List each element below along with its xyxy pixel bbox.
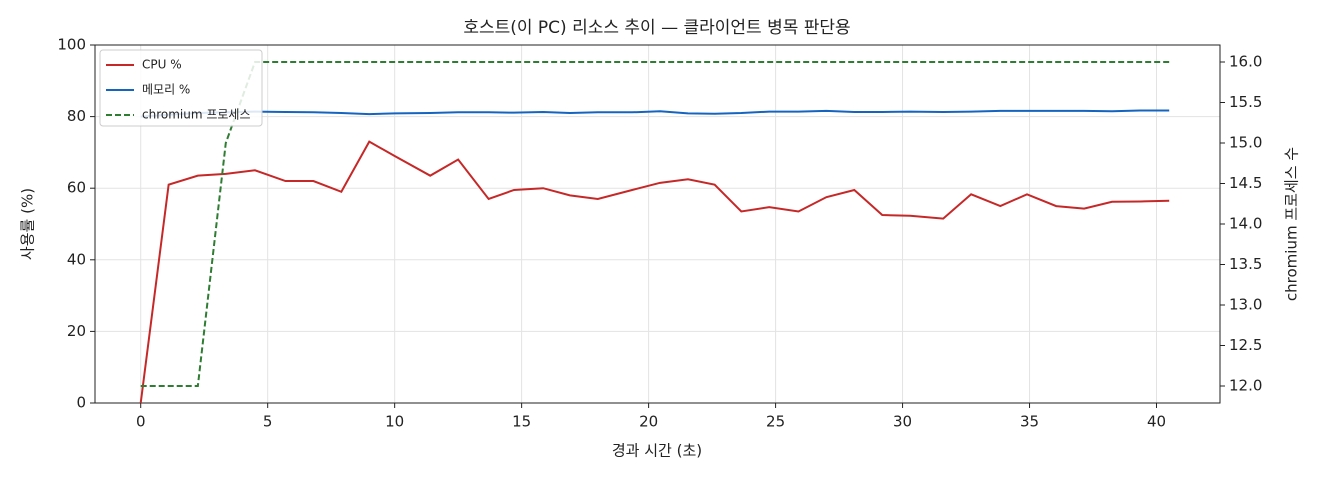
x-tick-label: 15 bbox=[512, 413, 531, 431]
y-tick-label: 100 bbox=[57, 36, 86, 54]
x-tick-label: 40 bbox=[1147, 413, 1166, 431]
y2-tick-label: 15.0 bbox=[1229, 134, 1262, 152]
data-line bbox=[139, 140, 1170, 404]
data-line bbox=[140, 61, 1170, 387]
y2-tick-label: 13.5 bbox=[1229, 255, 1262, 273]
x-axis-label: 경과 시간 (초) bbox=[612, 442, 702, 460]
legend-label: 메모리 % bbox=[142, 83, 190, 97]
plot-frame bbox=[94, 44, 1221, 404]
x-tick-label: 0 bbox=[136, 413, 146, 431]
y2-tick-label: 14.0 bbox=[1229, 215, 1262, 233]
chart-title: 호스트(이 PC) 리소스 추이 — 클라이언트 병목 판단용 bbox=[463, 18, 850, 38]
y-tick-label: 40 bbox=[67, 250, 86, 268]
x-tick-label: 30 bbox=[893, 413, 912, 431]
x-tick-label: 10 bbox=[385, 413, 404, 431]
y2-tick-label: 14.5 bbox=[1229, 174, 1262, 192]
x-tick-label: 35 bbox=[1020, 413, 1039, 431]
y2-tick-label: 13.0 bbox=[1229, 295, 1262, 313]
y-tick-label: 20 bbox=[67, 322, 86, 340]
legend-label: CPU % bbox=[142, 58, 182, 72]
x-tick-label: 5 bbox=[263, 413, 273, 431]
data-line bbox=[140, 109, 1170, 118]
y-axis-label: 사용률 (%) bbox=[19, 188, 37, 260]
legend-box bbox=[99, 49, 263, 127]
legend: CPU % 메모리 % chromium 프로세스 bbox=[99, 49, 263, 127]
y-tick-label: 60 bbox=[67, 179, 86, 197]
y2-tick-label: 15.5 bbox=[1229, 93, 1262, 111]
y2-tick-label: 16.0 bbox=[1229, 53, 1262, 71]
x-tick-label: 25 bbox=[766, 413, 785, 431]
y2-tick-label: 12.0 bbox=[1229, 376, 1262, 394]
y2-axis-label: chromium 프로세스 수 bbox=[1283, 147, 1301, 301]
y-tick-label: 80 bbox=[67, 107, 86, 125]
y-tick-label: 0 bbox=[76, 394, 86, 412]
x-tick-label: 20 bbox=[639, 413, 658, 431]
y2-tick-label: 12.5 bbox=[1229, 336, 1262, 354]
legend-label: chromium 프로세스 bbox=[142, 108, 251, 122]
